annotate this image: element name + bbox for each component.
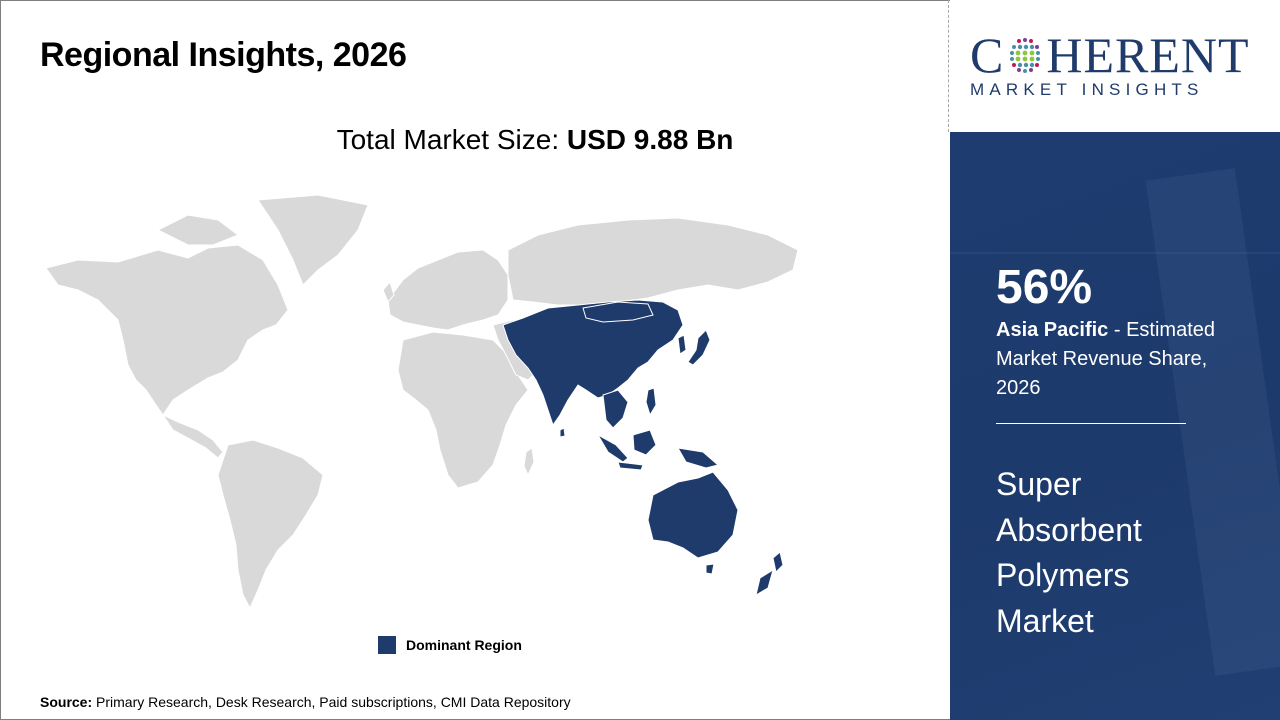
market-name-line-4: Market: [996, 602, 1094, 639]
share-description-text: - Estimated Market Revenue Share, 2026: [996, 319, 1215, 399]
logo-letter-c: C: [970, 27, 1005, 83]
korea-shape: [677, 334, 687, 355]
uk-shape: [382, 280, 395, 303]
market-name-line-2: Absorbent: [996, 511, 1142, 548]
market-name-line-1: Super: [996, 466, 1082, 502]
java-shape: [617, 461, 644, 471]
source-note: Source: Primary Research, Desk Research,…: [40, 694, 571, 710]
borneo-shape: [632, 429, 657, 456]
sri-lanka-shape: [559, 427, 566, 438]
southeast-asia-shape: [602, 389, 629, 429]
south-america-shape: [217, 439, 324, 610]
logo-rest: HERENT: [1046, 27, 1250, 83]
market-size-value: USD 9.88 Bn: [566, 124, 734, 155]
mongolia-shape: [582, 301, 654, 323]
australia-shape: [647, 471, 739, 559]
europe-shape: [387, 249, 509, 331]
japan-shape: [687, 329, 711, 366]
madagascar-shape: [523, 447, 535, 477]
central-america-shape: [161, 413, 224, 459]
market-name-line-3: Polymers: [996, 557, 1130, 593]
share-description: Asia Pacific - Estimated Market Revenue …: [996, 316, 1256, 403]
map-legend: Dominant Region: [378, 636, 522, 654]
dominant-region-name: Asia Pacific: [996, 319, 1109, 341]
philippines-shape: [645, 387, 657, 417]
russia-shape: [507, 217, 799, 306]
page-title: Regional Insights, 2026: [40, 36, 407, 74]
market-share-panel: 56% Asia Pacific - Estimated Market Reve…: [950, 132, 1280, 720]
globe-dots-icon: [1010, 38, 1041, 73]
total-market-size: Total Market Size: USD 9.88 Bn: [0, 124, 1070, 156]
logo-wordmark: C HERENT: [970, 30, 1250, 80]
legend-label: Dominant Region: [406, 637, 522, 653]
source-text: Primary Research, Desk Research, Paid su…: [92, 694, 571, 710]
africa-shape: [397, 331, 529, 489]
dominant-region-swatch: [378, 636, 396, 654]
indonesia-shape: [596, 433, 629, 463]
greenland-shape: [257, 194, 369, 286]
north-america-shape: [45, 244, 289, 416]
brand-logo: C HERENT MARKET INSIGHTS: [950, 0, 1280, 132]
panel-divider: [948, 0, 949, 132]
world-map: [38, 190, 818, 620]
new-zealand-shape: [755, 551, 784, 597]
market-name: Super Absorbent Polymers Market: [996, 462, 1256, 644]
asia-pacific-mainland-shape: [502, 299, 684, 427]
arctic-islands-shape: [156, 214, 240, 246]
new-guinea-shape: [677, 447, 720, 469]
tasmania-shape: [705, 563, 715, 575]
separator-line: [996, 423, 1186, 424]
market-size-label: Total Market Size:: [336, 124, 567, 155]
regional-insights-panel: Regional Insights, 2026 Total Market Siz…: [38, 36, 818, 710]
background-texture: [950, 252, 1280, 254]
source-label: Source:: [40, 694, 93, 710]
logo-subtitle: MARKET INSIGHTS: [970, 80, 1204, 99]
share-percentage: 56%: [996, 261, 1093, 314]
